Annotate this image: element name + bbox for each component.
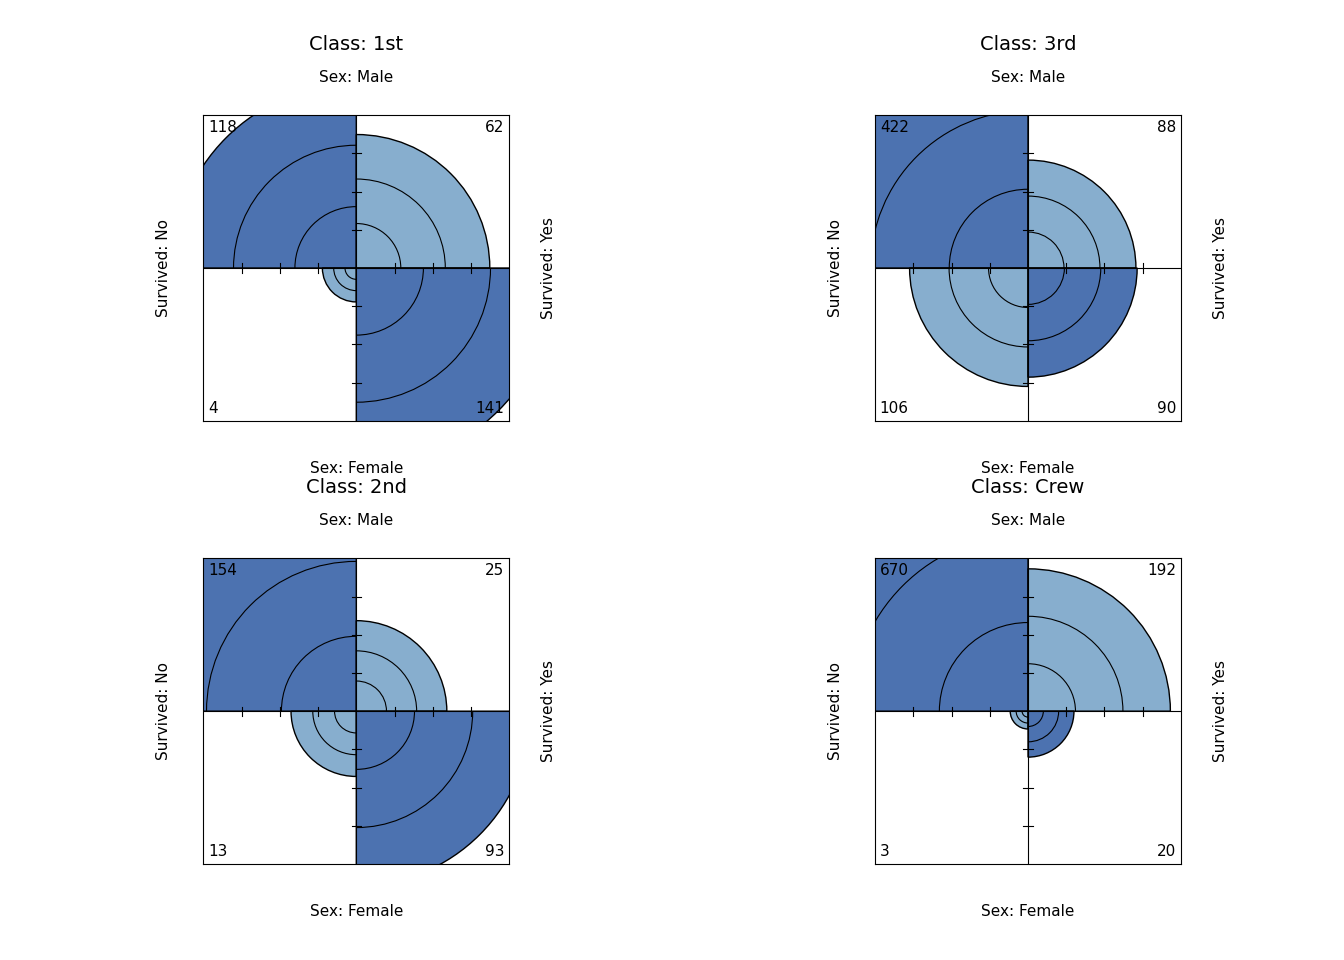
Text: Sex: Female: Sex: Female (309, 461, 403, 475)
Text: Survived: No: Survived: No (828, 219, 843, 317)
Text: Survived: No: Survived: No (156, 219, 171, 317)
Wedge shape (1028, 160, 1136, 268)
Wedge shape (172, 84, 356, 268)
Text: 62: 62 (485, 120, 504, 134)
Text: Survived: Yes: Survived: Yes (1214, 217, 1228, 319)
Wedge shape (132, 487, 356, 711)
Wedge shape (323, 268, 356, 302)
Text: Survived: Yes: Survived: Yes (542, 217, 556, 319)
Wedge shape (356, 711, 531, 886)
Text: 20: 20 (1157, 845, 1176, 859)
Text: Survived: Yes: Survived: Yes (1214, 660, 1228, 762)
Text: Sex: Male: Sex: Male (319, 70, 394, 84)
Text: Sex: Female: Sex: Female (981, 461, 1075, 475)
Text: Class: 2nd: Class: 2nd (306, 478, 407, 497)
Wedge shape (762, 445, 1028, 711)
Wedge shape (356, 268, 558, 469)
Text: 670: 670 (880, 563, 909, 578)
Text: Class: Crew: Class: Crew (972, 478, 1085, 497)
Text: 88: 88 (1157, 120, 1176, 134)
Text: Sex: Male: Sex: Male (991, 70, 1066, 84)
Text: Sex: Male: Sex: Male (319, 513, 394, 528)
Text: 118: 118 (208, 120, 237, 134)
Text: Survived: No: Survived: No (828, 662, 843, 760)
Text: Survived: No: Survived: No (156, 662, 171, 760)
Text: Sex: Female: Sex: Female (981, 903, 1075, 919)
Text: 141: 141 (476, 401, 504, 417)
Text: 154: 154 (208, 563, 237, 578)
Text: 4: 4 (208, 401, 218, 417)
Wedge shape (1028, 711, 1074, 757)
Wedge shape (910, 268, 1028, 387)
Wedge shape (1028, 569, 1171, 711)
Text: Class: 1st: Class: 1st (309, 36, 403, 54)
Text: Class: 3rd: Class: 3rd (980, 36, 1077, 54)
Text: 25: 25 (485, 563, 504, 578)
Text: 13: 13 (208, 845, 227, 859)
Wedge shape (1028, 268, 1137, 377)
Text: 93: 93 (485, 845, 504, 859)
Text: 3: 3 (880, 845, 890, 859)
Wedge shape (292, 711, 356, 777)
Text: Sex: Male: Sex: Male (991, 513, 1066, 528)
Text: 422: 422 (880, 120, 909, 134)
Text: 192: 192 (1148, 563, 1176, 578)
Wedge shape (356, 134, 489, 268)
Wedge shape (792, 32, 1028, 268)
Wedge shape (1011, 711, 1028, 729)
Text: 90: 90 (1157, 401, 1176, 417)
Text: Survived: Yes: Survived: Yes (542, 660, 556, 762)
Text: 106: 106 (880, 401, 909, 417)
Wedge shape (356, 621, 446, 711)
Text: Sex: Female: Sex: Female (309, 903, 403, 919)
